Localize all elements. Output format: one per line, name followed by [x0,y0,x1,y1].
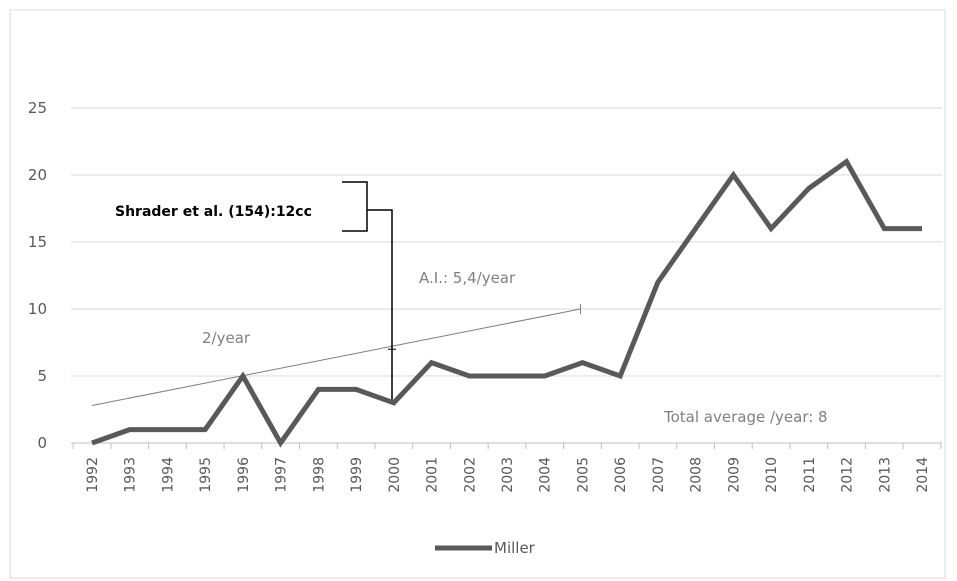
x-tick-label: 2014 [915,457,931,493]
x-tick-label: 2003 [500,457,516,493]
x-tick-label: 1997 [274,457,290,493]
x-tick-label: 1994 [160,457,176,493]
x-tick-label: 2011 [802,457,818,493]
callout-leader [367,209,393,401]
x-tick-label: 2008 [689,457,705,493]
x-tick-label: 2013 [877,457,893,493]
gridlines [71,107,942,444]
series [91,157,923,448]
callout-bracket [342,181,368,232]
legend-label-miller: Miller [494,539,536,557]
callout-label: Shrader et al. (154):12cc [115,204,312,220]
y-tick-label: 0 [37,434,47,452]
legend: Miller [435,539,536,557]
annotation-ai-rate: A.I.: 5,4/year [419,269,516,287]
callout [342,181,396,401]
x-tick-label: 2007 [651,457,667,493]
y-tick-label: 5 [37,367,47,385]
x-tick-label: 2001 [425,457,441,493]
y-tick-label: 20 [28,166,47,184]
x-tick-label: 2006 [613,457,629,493]
x-tick-label: 1998 [311,457,327,493]
y-tick-label: 25 [28,99,47,117]
y-axis-ticks: 0 5 10 15 20 25 [28,99,47,452]
x-tick-label: 2005 [575,457,591,493]
x-tick-label: 1999 [349,457,365,493]
x-tick-label: 2002 [462,457,478,493]
x-tick-label: 1993 [123,457,139,493]
y-tick-label: 15 [28,233,47,251]
annotation-total-average: Total average /year: 8 [663,408,828,426]
annotation-2-per-year: 2/year [202,329,251,347]
x-tick-label: 2009 [726,457,742,493]
x-axis-ticks: 1992 1993 1994 1995 1996 1997 1998 1999 2000 2001… [72,443,942,493]
x-tick-label: 1996 [236,457,252,493]
x-tick-label: 2000 [387,457,403,493]
x-tick-label: 2004 [538,457,554,493]
x-tick-label: 2012 [840,457,856,493]
y-tick-label: 10 [28,300,47,318]
chart-frame [9,9,946,579]
trendline-segment [91,308,581,406]
trendline [91,304,581,406]
x-tick-label: 2010 [764,457,780,493]
x-tick-label: 1992 [85,457,101,493]
x-tick-label: 1995 [198,457,214,493]
